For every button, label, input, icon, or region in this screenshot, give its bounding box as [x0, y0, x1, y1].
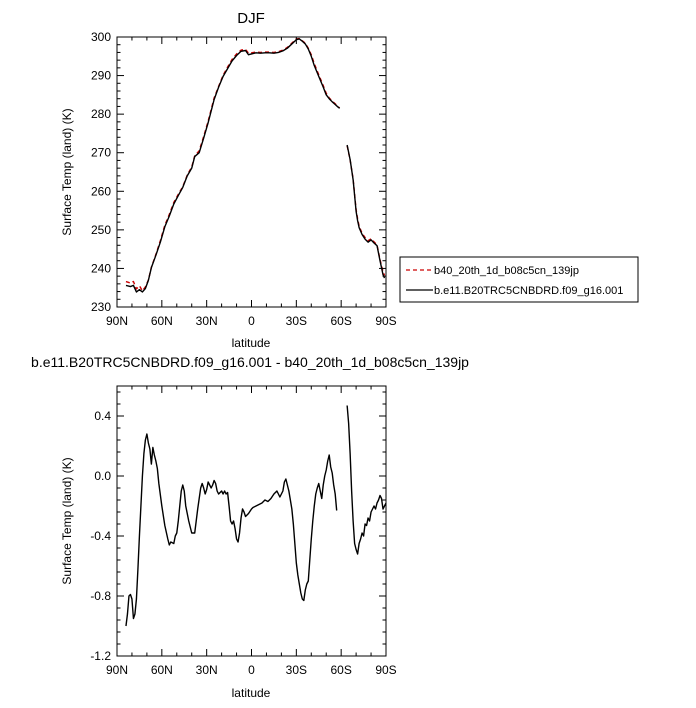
x-tick-label: 30N: [196, 663, 218, 677]
x-tick-label: 0: [248, 314, 255, 328]
legend-entry-1: b40_20th_1d_b08c5cn_139jp: [434, 265, 579, 277]
series-1-line-segment-0: [125, 38, 341, 293]
x-tick-label: 90S: [375, 314, 396, 328]
y-tick-label: 270: [91, 146, 111, 160]
y-tick-label: -1.2: [90, 649, 111, 663]
top-chart-title: DJF: [237, 10, 265, 27]
legend-entry-2: b.e11.B20TRC5CNBDRD.f09_g16.001: [434, 285, 623, 297]
bottom-x-axis-label: latitude: [232, 686, 271, 700]
x-tick-label: 60N: [151, 314, 173, 328]
series-0-line-segment-0: [125, 37, 341, 292]
y-tick-label: 300: [91, 30, 111, 44]
y-tick-label: 230: [91, 300, 111, 314]
bottom-chart: b.e11.B20TRC5CNBDRD.f09_g16.001 - b40_20…: [31, 354, 469, 700]
x-tick-label: 30S: [286, 314, 307, 328]
x-tick-label: 90N: [106, 663, 128, 677]
legend: b40_20th_1d_b08c5cn_139jp b.e11.B20TRC5C…: [399, 256, 639, 303]
y-tick-label: -0.8: [90, 589, 111, 603]
x-tick-label: 90N: [106, 314, 128, 328]
x-tick-label: 60S: [330, 663, 351, 677]
bottom-y-axis-label: Surface Temp (land) (K): [60, 457, 74, 584]
x-tick-label: 60S: [330, 314, 351, 328]
x-tick-label: 30N: [196, 314, 218, 328]
x-tick-label: 30S: [286, 663, 307, 677]
top-chart: DJF 90N 60N 30N 0 30S 60S 90S 230 240 250 260 270 28…: [60, 10, 397, 350]
bottom-chart-title: b.e11.B20TRC5CNBDRD.f09_g16.001 - b40_20…: [31, 354, 469, 370]
y-tick-label: 0.4: [94, 409, 111, 423]
y-tick-label: 250: [91, 223, 111, 237]
x-tick-label: 60N: [151, 663, 173, 677]
top-y-axis-label: Surface Temp (land) (K): [60, 108, 74, 235]
bottom-plot-frame: [116, 385, 387, 657]
y-tick-label: 280: [91, 107, 111, 121]
y-tick-label: 290: [91, 69, 111, 83]
y-tick-label: 0.0: [94, 469, 111, 483]
x-tick-label: 0: [248, 663, 255, 677]
series-0-line-segment-1: [346, 405, 387, 555]
top-plot-frame: [116, 36, 387, 308]
legend-box: [399, 256, 639, 303]
series-1-line-segment-1: [346, 144, 386, 279]
top-x-axis-label: latitude: [232, 336, 271, 350]
x-tick-label: 90S: [375, 663, 396, 677]
y-tick-label: 260: [91, 184, 111, 198]
y-tick-label: 240: [91, 261, 111, 275]
series-0-line-segment-0: [125, 433, 338, 627]
y-tick-label: -0.4: [90, 529, 111, 543]
